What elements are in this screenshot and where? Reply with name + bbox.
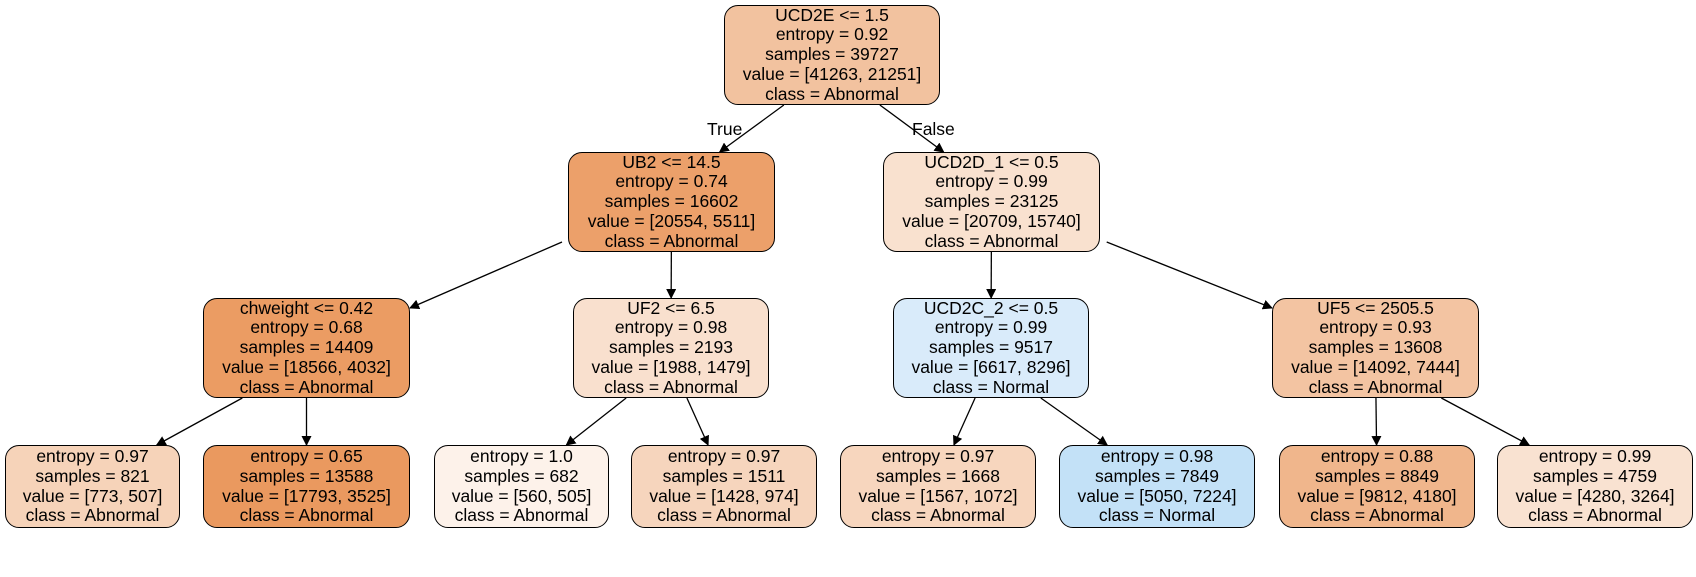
tree-node-leaf: entropy = 0.97 samples = 1668 value = [1… — [840, 445, 1036, 528]
tree-node-leaf: entropy = 1.0 samples = 682 value = [560… — [434, 445, 609, 528]
node-line: class = Abnormal — [1310, 505, 1444, 526]
tree-edge-arrow — [953, 397, 976, 446]
node-line: samples = 13588 — [239, 465, 374, 486]
tree-edge-arrow — [155, 397, 243, 446]
node-line: class = Abnormal — [25, 505, 160, 526]
node-line: class = Abnormal — [765, 83, 899, 104]
node-line: entropy = 0.93 — [1319, 317, 1432, 338]
node-line: class = Normal — [932, 376, 1050, 397]
node-line: value = [41263, 21251] — [742, 63, 922, 84]
node-line: samples = 4759 — [1532, 465, 1658, 486]
node-line: class = Abnormal — [454, 505, 589, 526]
node-line: entropy = 0.99 — [935, 171, 1048, 192]
tree-node-split: UF5 <= 2505.5 entropy = 0.93 samples = 1… — [1272, 298, 1479, 398]
node-line: samples = 16602 — [604, 191, 739, 212]
node-line: samples = 23125 — [924, 191, 1059, 212]
node-line: samples = 7849 — [1094, 465, 1220, 486]
tree-node-leaf: entropy = 0.97 samples = 1511 value = [1… — [631, 445, 817, 528]
node-line: value = [773, 507] — [22, 485, 163, 506]
node-line: class = Normal — [1098, 505, 1216, 526]
node-line: samples = 13608 — [1308, 337, 1443, 358]
node-line: value = [5050, 7224] — [1077, 485, 1237, 506]
tree-node-split: UCD2C_2 <= 0.5 entropy = 0.99 samples = … — [893, 298, 1089, 398]
node-line: class = Abnormal — [657, 505, 791, 526]
node-line: class = Abnormal — [924, 230, 1059, 251]
tree-node-leaf: entropy = 0.97 samples = 821 value = [77… — [5, 445, 180, 528]
node-line: value = [4280, 3264] — [1515, 485, 1675, 506]
node-line: value = [1988, 1479] — [591, 356, 751, 377]
node-line: class = Abnormal — [604, 230, 739, 251]
node-line: samples = 8849 — [1314, 465, 1440, 486]
node-line: samples = 39727 — [765, 44, 899, 65]
node-line: class = Abnormal — [871, 505, 1005, 526]
tree-node-split: UF2 <= 6.5 entropy = 0.98 samples = 2193… — [573, 298, 769, 398]
edge-label-false: False — [912, 119, 955, 139]
tree-node-split: chweight <= 0.42 entropy = 0.68 samples … — [203, 298, 410, 398]
node-line: samples = 1668 — [875, 465, 1001, 486]
node-line: samples = 1511 — [662, 465, 786, 486]
node-line: chweight <= 0.42 — [239, 297, 374, 318]
node-line: value = [18566, 4032] — [222, 356, 391, 377]
node-line: class = Abnormal — [239, 376, 374, 397]
node-line: value = [1567, 1072] — [858, 485, 1018, 506]
tree-edge-arrow — [1371, 397, 1382, 446]
node-line: value = [20709, 15740] — [902, 210, 1081, 231]
node-line: value = [6617, 8296] — [911, 356, 1071, 377]
node-line: entropy = 0.99 — [1538, 445, 1652, 466]
node-line: entropy = 0.97 — [36, 445, 149, 466]
node-line: entropy = 0.74 — [615, 171, 728, 192]
node-line: UB2 <= 14.5 — [622, 151, 721, 172]
tree-node-split: UCD2D_1 <= 0.5 entropy = 0.99 samples = … — [883, 152, 1100, 252]
node-line: samples = 682 — [464, 465, 579, 486]
tree-edge-arrow — [565, 397, 627, 446]
tree-node-leaf: entropy = 0.98 samples = 7849 value = [5… — [1059, 445, 1255, 528]
node-line: entropy = 0.92 — [775, 24, 889, 45]
node-line: samples = 9517 — [928, 337, 1054, 358]
node-line: entropy = 0.68 — [250, 317, 363, 338]
tree-edge-arrow — [1040, 397, 1109, 446]
node-line: UCD2D_1 <= 0.5 — [924, 151, 1059, 172]
node-line: value = [17793, 3525] — [222, 485, 391, 506]
tree-node-root: UCD2E <= 1.5 entropy = 0.92 samples = 39… — [724, 5, 940, 105]
node-line: entropy = 0.88 — [1320, 445, 1434, 466]
node-line: samples = 2193 — [608, 337, 734, 358]
node-line: value = [14092, 7444] — [1291, 356, 1460, 377]
tree-node-leaf: entropy = 0.65 samples = 13588 value = [… — [203, 445, 410, 528]
node-line: samples = 14409 — [239, 337, 374, 358]
node-line: entropy = 0.98 — [614, 317, 728, 338]
node-line: value = [1428, 974] — [649, 485, 799, 506]
tree-edge-arrow — [1106, 241, 1273, 310]
node-line: entropy = 0.65 — [250, 445, 363, 466]
tree-edge-arrow — [686, 397, 709, 446]
tree-edge-arrow — [718, 104, 785, 153]
tree-edge-arrow — [1441, 397, 1531, 446]
node-line: UCD2E <= 1.5 — [775, 4, 889, 25]
node-line: entropy = 0.97 — [667, 445, 781, 466]
node-line: UCD2C_2 <= 0.5 — [923, 297, 1059, 318]
tree-node-leaf: entropy = 0.99 samples = 4759 value = [4… — [1497, 445, 1693, 528]
tree-node-leaf: entropy = 0.88 samples = 8849 value = [9… — [1279, 445, 1475, 528]
tree-edge-arrow — [409, 241, 563, 310]
node-line: class = Abnormal — [604, 376, 738, 397]
node-line: entropy = 0.98 — [1100, 445, 1214, 466]
node-line: entropy = 0.99 — [934, 317, 1048, 338]
node-line: entropy = 1.0 — [470, 445, 573, 466]
tree-edge-arrow — [879, 104, 945, 153]
tree-node-split: UB2 <= 14.5 entropy = 0.74 samples = 166… — [568, 152, 775, 252]
node-line: UF5 <= 2505.5 — [1317, 297, 1434, 318]
edge-label-true: True — [707, 119, 743, 139]
node-line: value = [560, 505] — [451, 485, 592, 506]
node-line: samples = 821 — [35, 465, 150, 486]
node-line: class = Abnormal — [1308, 376, 1443, 397]
node-line: value = [9812, 4180] — [1297, 485, 1457, 506]
node-line: entropy = 0.97 — [881, 445, 995, 466]
node-line: class = Abnormal — [239, 505, 374, 526]
node-line: UF2 <= 6.5 — [627, 297, 715, 318]
node-line: class = Abnormal — [1528, 505, 1662, 526]
node-line: value = [20554, 5511] — [587, 210, 756, 231]
